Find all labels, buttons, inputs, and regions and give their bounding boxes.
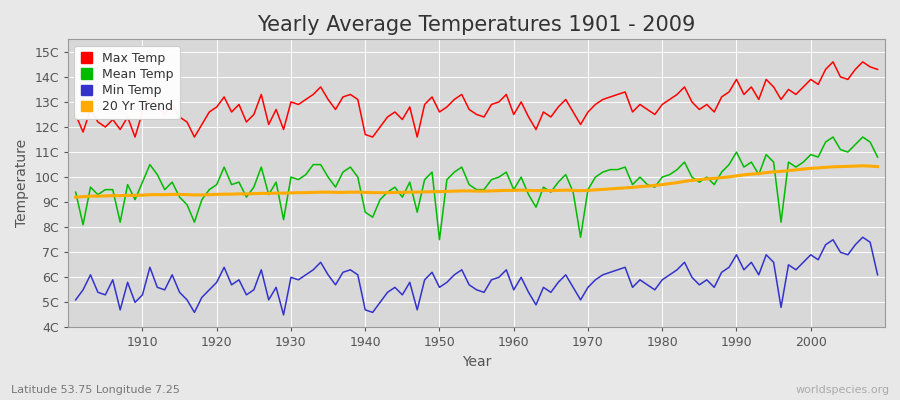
Text: Latitude 53.75 Longitude 7.25: Latitude 53.75 Longitude 7.25 <box>11 385 180 395</box>
X-axis label: Year: Year <box>462 355 491 369</box>
Legend: Max Temp, Mean Temp, Min Temp, 20 Yr Trend: Max Temp, Mean Temp, Min Temp, 20 Yr Tre… <box>75 46 180 120</box>
Y-axis label: Temperature: Temperature <box>15 139 29 228</box>
Text: worldspecies.org: worldspecies.org <box>795 385 889 395</box>
Title: Yearly Average Temperatures 1901 - 2009: Yearly Average Temperatures 1901 - 2009 <box>257 15 696 35</box>
